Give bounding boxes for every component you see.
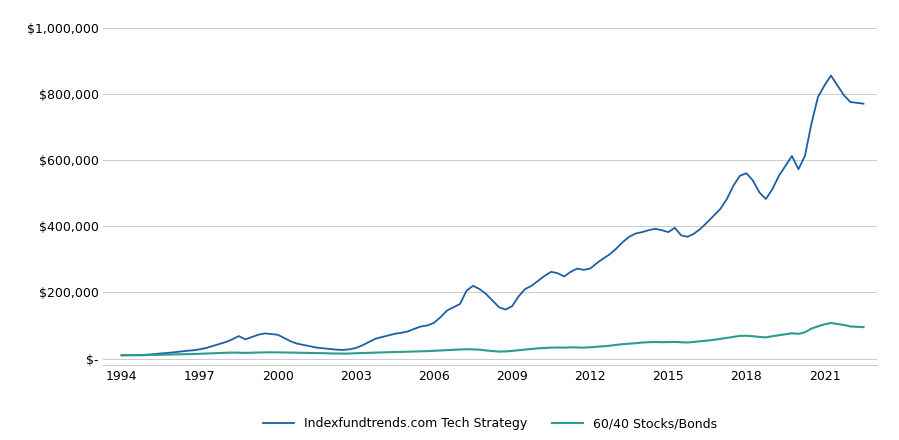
- 60/40 Stocks/Bonds: [682, 340, 693, 345]
- 60/40 Stocks/Bonds: [859, 324, 869, 330]
- Line: 60/40 Stocks/Bonds: 60/40 Stocks/Bonds: [121, 323, 864, 356]
- Indexfundtrends.com Tech Strategy: [859, 101, 869, 106]
- 60/40 Stocks/Bonds: [116, 352, 127, 358]
- Indexfundtrends.com Tech Strategy: [116, 352, 127, 358]
- Indexfundtrends.com Tech Strategy: [592, 260, 602, 266]
- Indexfundtrends.com Tech Strategy: [325, 346, 335, 352]
- 60/40 Stocks/Bonds: [598, 344, 609, 349]
- 60/40 Stocks/Bonds: [825, 320, 836, 326]
- 60/40 Stocks/Bonds: [208, 351, 218, 356]
- Indexfundtrends.com Tech Strategy: [825, 73, 836, 78]
- 60/40 Stocks/Bonds: [325, 351, 335, 356]
- Legend: Indexfundtrends.com Tech Strategy, 60/40 Stocks/Bonds: Indexfundtrends.com Tech Strategy, 60/40…: [263, 418, 717, 430]
- 60/40 Stocks/Bonds: [409, 349, 420, 354]
- Indexfundtrends.com Tech Strategy: [318, 346, 329, 351]
- Indexfundtrends.com Tech Strategy: [403, 329, 414, 334]
- 60/40 Stocks/Bonds: [136, 353, 147, 358]
- Line: Indexfundtrends.com Tech Strategy: Indexfundtrends.com Tech Strategy: [121, 76, 864, 355]
- 60/40 Stocks/Bonds: [331, 351, 342, 356]
- Indexfundtrends.com Tech Strategy: [676, 233, 687, 238]
- Indexfundtrends.com Tech Strategy: [200, 345, 211, 351]
